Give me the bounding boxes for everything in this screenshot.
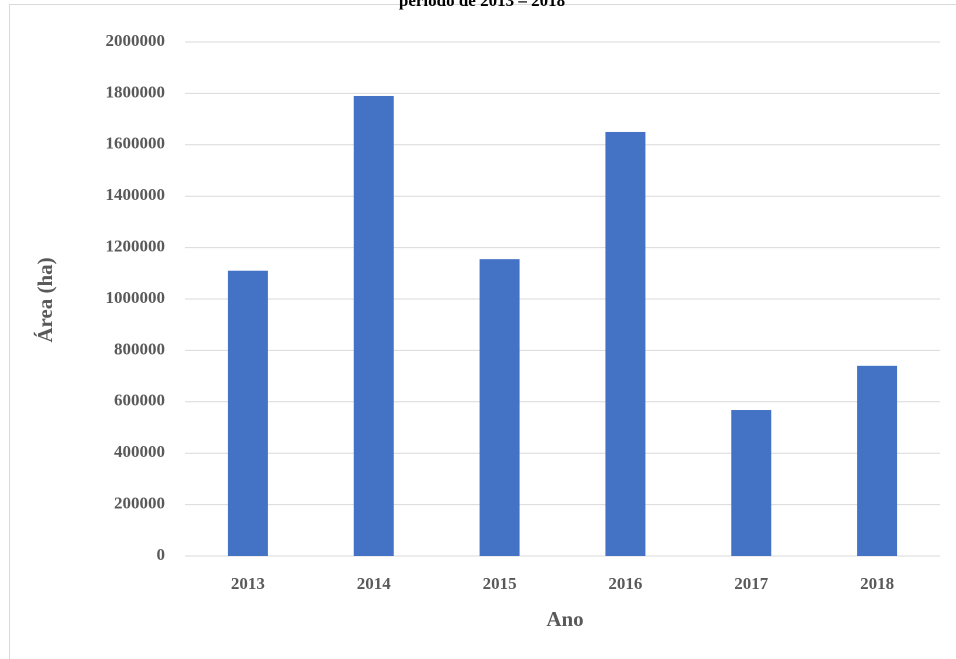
y-tick-label: 1600000 bbox=[106, 134, 166, 153]
x-tick-label: 2015 bbox=[483, 574, 517, 593]
y-tick-label: 200000 bbox=[114, 494, 165, 513]
bar bbox=[353, 95, 394, 556]
y-tick-label: 1400000 bbox=[106, 185, 166, 204]
x-tick-label: 2016 bbox=[608, 574, 642, 593]
x-axis-title: Ano bbox=[546, 607, 583, 631]
chart-title: período de 2013 – 2018 bbox=[399, 0, 565, 10]
y-tick-label: 1200000 bbox=[106, 237, 166, 256]
x-tick-label: 2017 bbox=[734, 574, 769, 593]
y-tick-label: 1000000 bbox=[106, 288, 166, 307]
y-tick-label: 400000 bbox=[114, 442, 165, 461]
y-axis-title: Área (ha) bbox=[33, 257, 57, 342]
bar bbox=[731, 410, 772, 556]
y-tick-label: 0 bbox=[157, 545, 166, 564]
x-tick-label: 2018 bbox=[860, 574, 894, 593]
x-tick-label: 2013 bbox=[231, 574, 265, 593]
bar bbox=[227, 270, 268, 556]
chart-border bbox=[9, 4, 956, 659]
bar bbox=[857, 365, 898, 556]
y-tick-label: 800000 bbox=[114, 339, 165, 358]
x-tick-label: 2014 bbox=[357, 574, 392, 593]
y-tick-label: 1800000 bbox=[106, 82, 166, 101]
bar bbox=[605, 131, 646, 556]
y-tick-label: 600000 bbox=[114, 391, 165, 410]
bar bbox=[479, 259, 520, 556]
y-tick-label: 2000000 bbox=[106, 31, 166, 50]
